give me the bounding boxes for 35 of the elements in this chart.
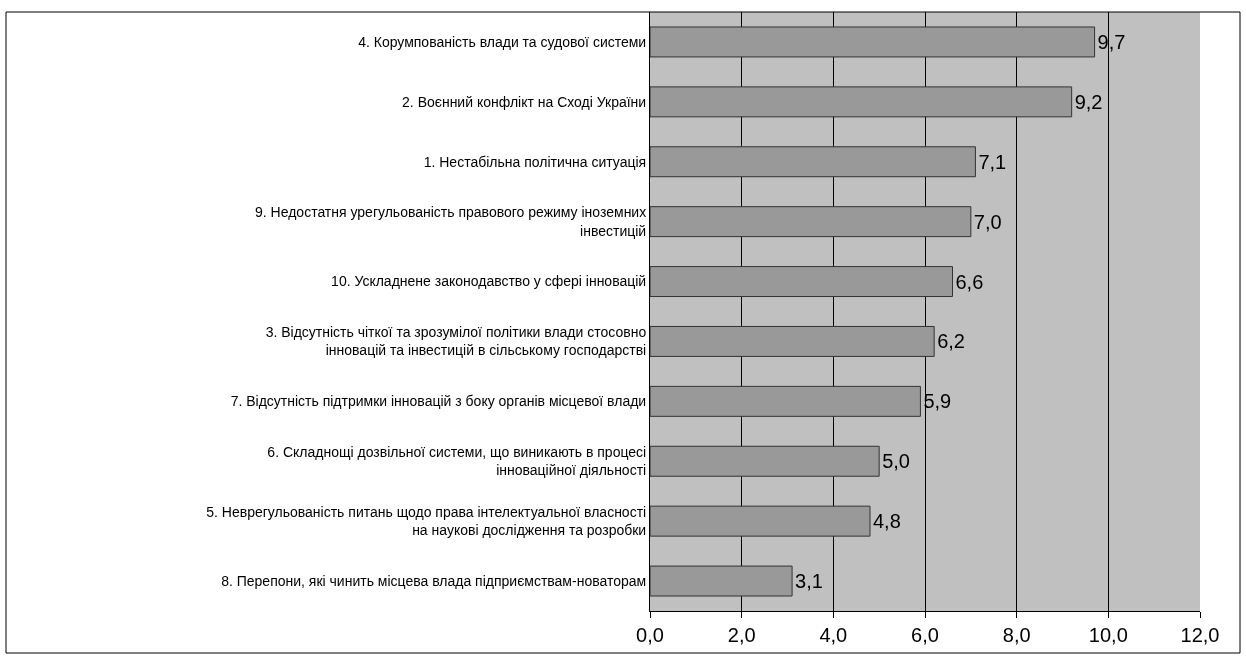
data-label: 4,8 [873, 510, 901, 533]
bar [650, 146, 976, 178]
y-tick-label: 5. Неврегульованість питань щодо права інтелектуальної власності на наукові дослідження та розробки [206, 503, 647, 539]
bar [650, 385, 921, 417]
bar [650, 445, 880, 477]
bar [650, 565, 793, 597]
bar [650, 325, 935, 357]
y-tick-label: 10. Ускладнене законодавство у сфері інновацій [331, 273, 647, 290]
x-tick-label: 8,0 [1002, 624, 1031, 646]
bar [650, 505, 871, 537]
x-tick-label: 2,0 [727, 624, 756, 646]
bar [650, 86, 1073, 118]
data-label: 3,1 [795, 570, 823, 593]
y-tick-label: 8. Перепони, які чинить місцева влада підприємствам-новаторам [221, 572, 647, 589]
y-tick-label: 2. Воєнний конфлікт на Сході України [402, 93, 647, 110]
y-tick-label: 9. Недостатня урегульованість правового режиму іноземних інвестицій [255, 204, 647, 239]
data-label: 7,1 [978, 150, 1007, 173]
data-label: 5,0 [882, 450, 910, 473]
x-tick-label: 0,0 [636, 624, 664, 646]
y-tick-label: 3. Відсутність чіткої та зрозумілої політики влади стосовно інновацій та інвестицій в сільському господарстві [265, 324, 647, 359]
x-tick-label: 10,0 [1088, 624, 1128, 646]
data-label: 6,2 [937, 330, 965, 353]
data-label: 7,0 [973, 210, 1002, 233]
y-tick-label: 4. Корумпованість влади та судової системи [358, 33, 647, 50]
bar [650, 26, 1096, 58]
bar [650, 266, 953, 298]
y-tick-label: 7. Відсутність підтримки інновацій з боку органів місцевої влади [230, 393, 647, 410]
y-tick-label: 1. Нестабільна політична ситуація [423, 153, 647, 170]
data-label: 9,2 [1074, 90, 1103, 113]
x-tick-label: 6,0 [911, 624, 939, 646]
x-tick-label: 12,0 [1180, 624, 1220, 646]
bar [650, 206, 972, 238]
data-label: 6,6 [955, 270, 984, 293]
x-tick-label: 4,0 [819, 624, 848, 646]
y-tick-label: 6. Складнощі дозвільної системи, що виникають в процесі інноваційної діяльності [267, 444, 647, 479]
